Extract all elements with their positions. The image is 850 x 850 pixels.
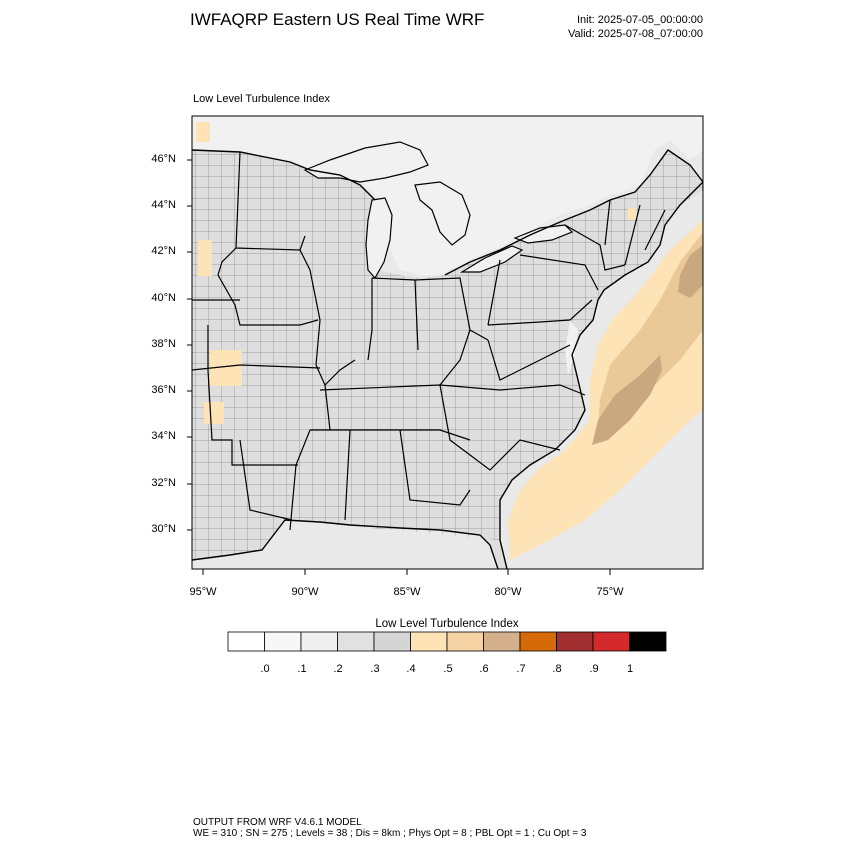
canada-border [192, 149, 703, 276]
county-boundaries [192, 150, 703, 560]
colorbar-label-7: .7 [516, 663, 526, 675]
colorbar-box-1 [264, 631, 302, 652]
colorbar-box-11 [629, 631, 667, 652]
lake-superior [303, 141, 429, 183]
colorbar-box-5 [410, 631, 448, 652]
colorbar-box-8 [519, 631, 557, 652]
lat-label-46: 46°N [151, 153, 176, 165]
turbulence-dark-band [592, 355, 662, 445]
colorbar-label-5: .5 [443, 663, 453, 675]
lat-label-36: 36°N [151, 384, 176, 396]
lon-label-85: 85°W [393, 586, 421, 598]
colorbar-label-3: .3 [370, 663, 380, 675]
chesapeake-bay [565, 320, 578, 375]
state-boundaries [192, 151, 666, 531]
turbulence-mid-zone [598, 232, 703, 430]
lat-ticks [187, 159, 192, 531]
lon-label-75: 75°W [596, 586, 624, 598]
colorbar-box-10 [592, 631, 630, 652]
valid-time: Valid: 2025-07-08_07:00:00 [568, 28, 703, 40]
footer-config: WE = 310 ; SN = 275 ; Levels = 38 ; Dis … [193, 828, 587, 839]
colorbar [227, 631, 667, 652]
lon-ticks [202, 569, 611, 575]
colorbar-label-2: .2 [333, 663, 343, 675]
colorbar-label-4: .4 [406, 663, 416, 675]
colorbar-box-6 [446, 631, 484, 652]
footer-model: OUTPUT FROM WRF V4.6.1 MODEL [193, 817, 362, 828]
lat-label-30: 30°N [151, 523, 176, 535]
lake-huron [414, 181, 471, 246]
colorbar-box-9 [556, 631, 594, 652]
lake-ontario [513, 224, 574, 244]
colorbar-label-1: .1 [297, 663, 307, 675]
lat-label-42: 42°N [151, 245, 176, 257]
colorbar-box-2 [300, 631, 338, 652]
turbulence-patch-newengland [628, 208, 636, 220]
turbulence-patch-minnesota [196, 122, 210, 142]
colorbar-label-10: 1 [626, 663, 634, 675]
chart-title: IWFAQRP Eastern US Real Time WRF [190, 10, 485, 29]
colorbar-box-0 [227, 631, 265, 652]
colorbar-label-9: .9 [589, 663, 599, 675]
lat-label-34: 34°N [151, 430, 176, 442]
lat-label-38: 38°N [151, 338, 176, 350]
map-frame [191, 115, 704, 570]
turbulence-dark-patch [678, 245, 703, 298]
lon-label-80: 80°W [494, 586, 522, 598]
colorbar-label-8: .8 [552, 663, 562, 675]
lon-label-95: 95°W [189, 586, 217, 598]
colorbar-box-4 [373, 631, 411, 652]
lake-michigan [365, 197, 393, 280]
colorbar-label-0: .0 [260, 663, 270, 675]
lat-label-32: 32°N [151, 477, 176, 489]
colorbar-label-6: .6 [479, 663, 489, 675]
turbulence-patch-arkansas [204, 402, 224, 424]
gulf-coastline [192, 519, 499, 569]
init-time: Init: 2025-07-05_00:00:00 [577, 14, 703, 26]
lon-label-90: 90°W [291, 586, 319, 598]
colorbar-box-7 [483, 631, 521, 652]
map-subtitle: Low Level Turbulence Index [193, 93, 330, 105]
lat-label-44: 44°N [151, 199, 176, 211]
coastline [499, 181, 703, 569]
lake-erie [459, 245, 524, 273]
lat-label-40: 40°N [151, 292, 176, 304]
turbulence-patch-iowa [198, 240, 212, 276]
colorbar-title: Low Level Turbulence Index [375, 618, 519, 630]
colorbar-box-3 [337, 631, 375, 652]
